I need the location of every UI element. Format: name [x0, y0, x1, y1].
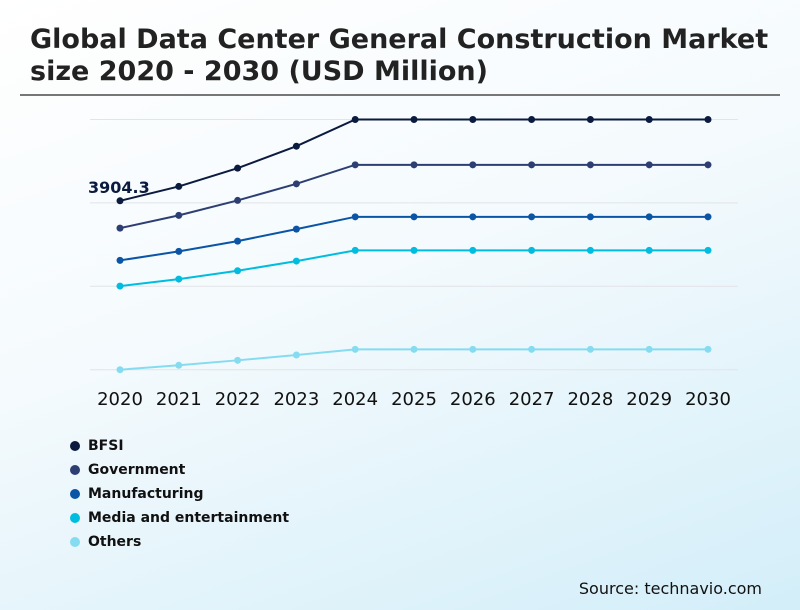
series-government: [116, 161, 712, 232]
data-point: [351, 345, 359, 353]
legend-marker-icon: [70, 465, 80, 475]
data-point: [234, 196, 242, 204]
line-chart: 2020 2021 2022 2023 2024 2025 2026 2027 2028 2029…: [88, 116, 738, 410]
legend-label: Others: [88, 534, 142, 550]
data-point: [116, 282, 124, 290]
data-point: [410, 345, 418, 353]
legend: BFSI Government Manufacturing Media and ent…: [70, 434, 289, 554]
title-divider: [20, 94, 780, 96]
legend-item: Government: [70, 458, 289, 482]
data-point: [292, 257, 300, 265]
legend-item: Manufacturing: [70, 482, 289, 506]
legend-label: BFSI: [88, 438, 124, 454]
data-point: [645, 345, 653, 353]
legend-marker-icon: [70, 513, 80, 523]
data-point: [234, 356, 242, 364]
data-point: [234, 267, 242, 275]
data-point: [469, 213, 477, 221]
data-point: [292, 225, 300, 233]
x-tick-label: 2023: [273, 389, 319, 410]
legend-marker-icon: [70, 489, 80, 499]
data-point: [469, 161, 477, 169]
data-point: [528, 246, 536, 254]
legend-item: Others: [70, 530, 289, 554]
data-point: [292, 142, 300, 150]
data-point: [528, 345, 536, 353]
data-point: [116, 197, 124, 205]
data-point: [175, 275, 183, 283]
data-point: [469, 116, 477, 123]
data-point: [586, 213, 594, 221]
data-point: [116, 366, 124, 374]
data-point: [704, 345, 712, 353]
data-point: [234, 164, 242, 172]
data-point: [528, 213, 536, 221]
data-point: [469, 246, 477, 254]
data-point: [528, 116, 536, 123]
series-line: [119, 249, 708, 288]
data-point: [234, 237, 242, 245]
data-point: [175, 211, 183, 219]
data-point: [645, 116, 653, 123]
data-point: [704, 213, 712, 221]
series-line: [119, 118, 708, 202]
legend-label: Media and entertainment: [88, 510, 290, 526]
series-manufacturing: [116, 213, 712, 264]
x-tick-label: 2027: [509, 389, 555, 410]
data-point: [351, 116, 359, 123]
data-point: [586, 246, 594, 254]
data-point: [292, 180, 300, 188]
data-point: [410, 116, 418, 123]
series-media-and-entertainment: [116, 246, 712, 290]
legend-item: Media and entertainment: [70, 506, 289, 530]
data-point: [175, 361, 183, 369]
legend-label: Manufacturing: [88, 486, 204, 502]
data-point: [351, 213, 359, 221]
data-label: 3904.3: [88, 178, 150, 197]
data-point: [351, 246, 359, 254]
data-point: [116, 256, 124, 264]
data-point: [586, 345, 594, 353]
data-point: [645, 246, 653, 254]
legend-marker-icon: [70, 441, 80, 451]
data-point: [175, 182, 183, 190]
data-point: [469, 345, 477, 353]
data-point: [351, 161, 359, 169]
data-point: [410, 213, 418, 221]
data-point: [586, 116, 594, 123]
series-others: [116, 345, 712, 374]
source-note: Source: technavio.com: [578, 579, 762, 598]
x-tick-label: 2026: [450, 389, 496, 410]
data-point: [292, 351, 300, 359]
data-point: [645, 161, 653, 169]
x-tick-label: 2025: [391, 389, 437, 410]
legend-marker-icon: [70, 537, 80, 547]
x-tick-label: 2022: [215, 389, 261, 410]
x-tick-label: 2020: [97, 389, 143, 410]
data-point: [528, 161, 536, 169]
data-point: [410, 246, 418, 254]
data-point: [704, 116, 712, 123]
x-tick-label: 2028: [567, 389, 613, 410]
x-tick-label: 2030: [685, 389, 731, 410]
data-point: [704, 246, 712, 254]
x-tick-label: 2024: [332, 389, 378, 410]
data-point: [116, 224, 124, 232]
x-tick-label: 2029: [626, 389, 672, 410]
chart-title: Global Data Center General Construction …: [30, 24, 769, 87]
data-point: [645, 213, 653, 221]
legend-label: Government: [88, 462, 186, 478]
data-point: [586, 161, 594, 169]
data-point: [175, 247, 183, 255]
data-point: [704, 161, 712, 169]
x-tick-label: 2021: [156, 389, 202, 410]
data-point: [410, 161, 418, 169]
series-bfsi: [116, 116, 712, 205]
legend-item: BFSI: [70, 434, 289, 458]
